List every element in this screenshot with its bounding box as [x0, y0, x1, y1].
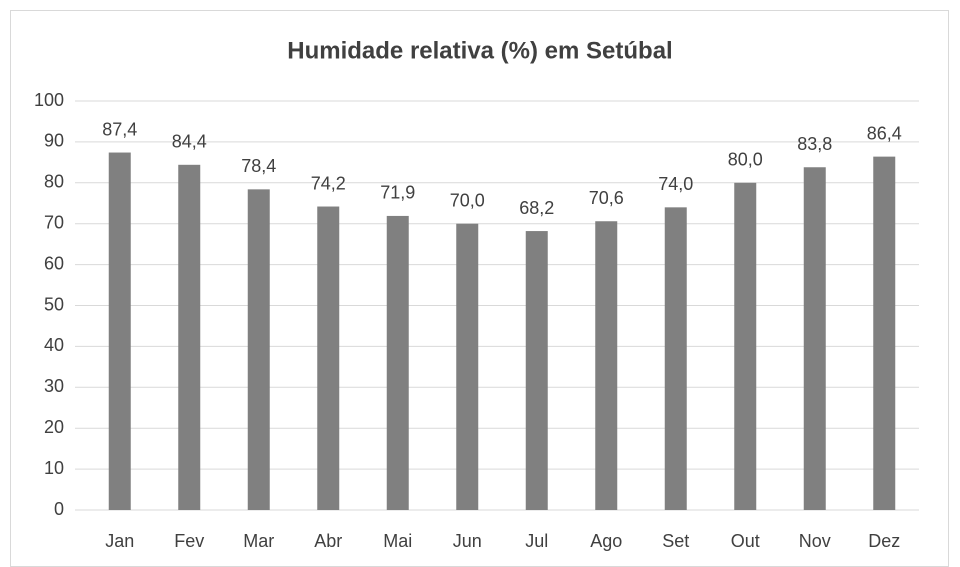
bar — [664, 207, 687, 510]
x-tick-label: Jul — [525, 531, 548, 551]
value-label: 74,0 — [658, 174, 693, 194]
x-tick-label: Jan — [105, 531, 134, 551]
value-label: 78,4 — [241, 156, 276, 176]
value-label: 74,2 — [311, 173, 346, 193]
value-label: 87,4 — [102, 119, 137, 139]
y-tick-label: 0 — [54, 499, 64, 519]
x-tick-label: Mar — [243, 531, 274, 551]
value-label: 71,9 — [380, 183, 415, 203]
chart-border — [10, 10, 949, 567]
x-tick-label: Out — [731, 531, 760, 551]
y-tick-label: 70 — [44, 212, 64, 232]
x-tick-label: Ago — [590, 531, 622, 551]
bar — [873, 156, 896, 510]
y-tick-label: 10 — [44, 458, 64, 478]
x-tick-label: Abr — [314, 531, 342, 551]
y-tick-label: 20 — [44, 417, 64, 437]
y-tick-label: 40 — [44, 335, 64, 355]
y-tick-label: 60 — [44, 253, 64, 273]
y-tick-label: 30 — [44, 376, 64, 396]
value-label: 70,6 — [589, 188, 624, 208]
x-tick-label: Nov — [799, 531, 831, 551]
y-tick-label: 50 — [44, 294, 64, 314]
bar — [247, 189, 270, 510]
y-tick-label: 90 — [44, 131, 64, 151]
value-label: 70,0 — [450, 190, 485, 210]
bar — [317, 206, 340, 510]
x-tick-label: Jun — [453, 531, 482, 551]
value-label: 84,4 — [172, 132, 207, 152]
bar — [386, 215, 409, 510]
bar — [734, 182, 757, 511]
y-tick-label: 80 — [44, 172, 64, 192]
bar — [803, 167, 826, 510]
x-tick-label: Set — [662, 531, 689, 551]
y-tick-label: 100 — [34, 90, 64, 110]
value-label: 68,2 — [519, 198, 554, 218]
bar — [456, 223, 479, 510]
bar — [525, 231, 548, 510]
bar — [595, 221, 618, 510]
value-label: 83,8 — [797, 134, 832, 154]
value-label: 86,4 — [867, 123, 902, 143]
bar — [178, 164, 201, 510]
x-tick-label: Mai — [383, 531, 412, 551]
bar — [108, 152, 131, 510]
chart-title: Humidade relativa (%) em Setúbal — [287, 37, 672, 64]
value-label: 80,0 — [728, 150, 763, 170]
x-tick-label: Fev — [174, 531, 204, 551]
x-tick-label: Dez — [868, 531, 900, 551]
